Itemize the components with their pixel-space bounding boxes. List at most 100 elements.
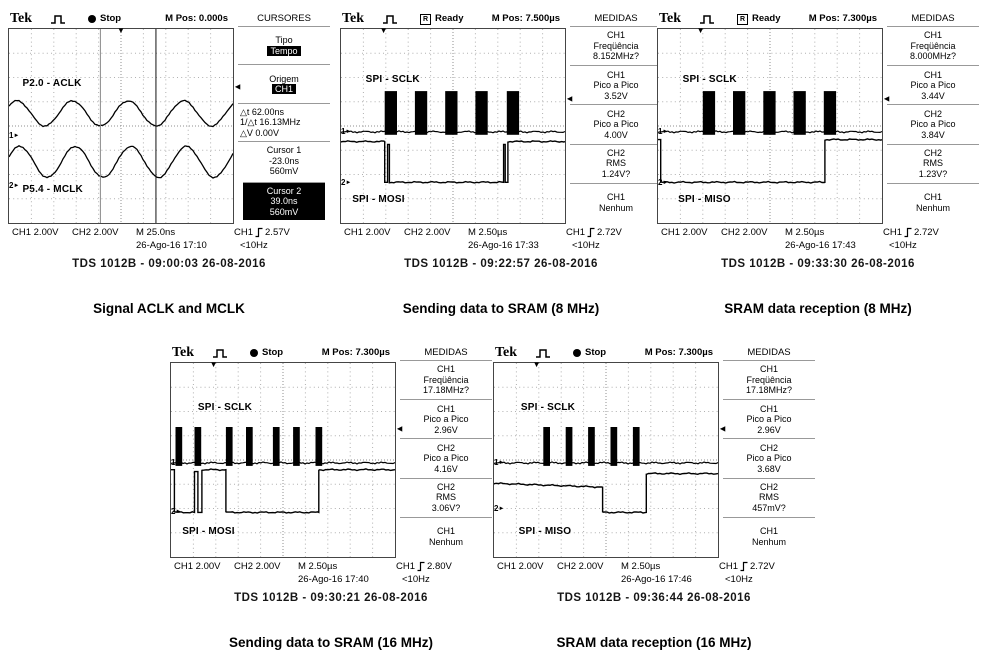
tek-logo: Tek	[10, 11, 33, 26]
ch1-scale-readout: CH1 2.00V	[661, 227, 708, 238]
arrow-right-icon: ►	[345, 180, 352, 187]
trigger-position-marker: ▼	[696, 26, 705, 35]
datetime-readout: 26-Ago-16 17:40	[298, 574, 369, 585]
trigger-source: CH1	[396, 561, 416, 572]
arrow-right-icon: ►	[345, 128, 352, 135]
ch2-scale-readout: CH2 2.00V	[557, 561, 604, 572]
menu-item: 560mV	[269, 166, 299, 177]
device-label: TDS 1012B - 09:33:30 26-08-2016	[721, 258, 915, 270]
menu-item: -23.0ns	[268, 155, 300, 166]
menu-item: 3.68V	[757, 463, 781, 474]
arrow-right-icon: ►	[13, 132, 20, 139]
rising-edge-icon	[904, 227, 912, 238]
menu-item: 8.152MHz?	[592, 51, 640, 62]
trigger-source: CH1	[566, 227, 586, 238]
menu-section: CH1 Pico a Pico 3.52V	[570, 65, 662, 104]
side-menu: MEDIDAS CH1 Freqüência 8.000MHz? CH1 Pico a …	[887, 12, 979, 222]
trace-label: SPI - SCLK	[520, 401, 576, 413]
trigger-source: CH1	[234, 227, 254, 238]
ch2-ground-marker: 2 ►	[341, 178, 352, 188]
acquisition-status-text: Stop	[262, 347, 284, 358]
horizontal-position-readout: M Pos: 7.300µs	[644, 347, 713, 358]
trigger-source: CH1	[719, 561, 739, 572]
menu-item: RMS	[759, 492, 779, 503]
menu-title: CURSORES	[257, 13, 311, 24]
menu-item: Pico a Pico	[423, 453, 469, 464]
trace-label: SPI - MISO	[518, 525, 572, 537]
trigger-readout: CH1 2.80V	[396, 561, 452, 572]
figure-caption: Signal ACLK and MCLK	[93, 301, 245, 316]
trigger-level-readout: 2.80V	[427, 561, 452, 572]
menu-item: 3.44V	[921, 90, 945, 101]
menu-item: CH2	[606, 147, 625, 158]
device-label: TDS 1012B - 09:22:57 26-08-2016	[404, 258, 598, 270]
trigger-position-marker: ▼	[532, 360, 541, 369]
trigger-position-marker: ▼	[379, 26, 388, 35]
menu-item: Freqüência	[910, 40, 956, 51]
menu-title: MEDIDAS	[594, 13, 638, 24]
menu-item: CH2	[759, 481, 778, 492]
trigger-level-marker: ◄	[565, 93, 574, 104]
trigger-pulse-icon	[51, 15, 65, 24]
trigger-frequency-readout: <10Hz	[572, 240, 600, 251]
waveform-display: SPI - SCLK SPI - MOSI 1 ► 2 ► ▼ ◄	[340, 26, 574, 224]
trigger-level-marker: ◄	[233, 81, 242, 92]
ch1-ground-marker: 1 ►	[171, 457, 182, 467]
menu-section: CH1 Freqüência 8.152MHz?	[570, 26, 662, 65]
menu-item: Cursor 1	[266, 145, 302, 156]
arrow-right-icon: ►	[498, 505, 505, 512]
stop-icon	[250, 349, 258, 357]
trigger-frequency-readout: <10Hz	[889, 240, 917, 251]
figure-caption: SRAM data reception (8 MHz)	[724, 301, 912, 316]
oscilloscope-screenshot-spi-send-16mhz: Tek Stop M Pos: 7.300µs MEDIDAS CH1 Freqü…	[170, 346, 492, 655]
acquisition-status: Stop	[250, 347, 283, 359]
trigger-pulse-icon	[700, 15, 714, 24]
menu-item: Pico a Pico	[746, 414, 792, 425]
menu-section: CH2 RMS 457mV?	[723, 477, 815, 517]
menu-section: Origem CH1	[238, 64, 330, 102]
waveform-display: P2.0 - ACLK P5.4 - MCLK 1 ► 2 ► ▼ ◄	[8, 27, 242, 224]
trace-label: SPI - SCLK	[682, 73, 737, 85]
menu-item: Nenhum	[915, 202, 951, 213]
menu-item: Pico a Pico	[746, 453, 792, 464]
menu-item: CH1	[606, 192, 625, 203]
menu-sections: Tipo Tempo Origem CH1 △t 62.00ns 1/△t 16.13MH…	[238, 26, 330, 222]
menu-sections: CH1 Freqüência 8.000MHz? CH1 Pico a Pico 3.44…	[887, 26, 979, 222]
menu-item: RMS	[436, 492, 456, 503]
side-menu: MEDIDAS CH1 Freqüência 8.152MHz? CH1 Pico a …	[570, 12, 662, 222]
menu-item: Origem	[269, 73, 299, 84]
menu-section: Cursor 1 -23.0ns 560mV	[238, 141, 330, 179]
menu-item: CH2	[923, 147, 942, 158]
acquisition-status-text: Stop	[585, 347, 607, 358]
acquisition-status: R Ready	[737, 13, 781, 25]
menu-section: CH1 Nenhum	[723, 516, 815, 556]
menu-section: Tipo Tempo	[238, 26, 330, 64]
arrow-right-icon: ►	[662, 128, 669, 135]
timebase-readout: M 2.50µs	[468, 227, 508, 238]
figure-caption: Sending data to SRAM (16 MHz)	[228, 635, 433, 650]
menu-item: 1.23V?	[918, 168, 948, 179]
menu-item: CH1	[923, 192, 942, 203]
menu-item: Nenhum	[598, 202, 634, 213]
status-bar: CH1 2.00V CH2 2.00V M 2.50µs CH1 2.72V 2…	[340, 227, 662, 254]
menu-item: Pico a Pico	[910, 80, 956, 91]
rising-edge-icon	[740, 561, 748, 572]
menu-title: MEDIDAS	[747, 347, 791, 358]
menu-item: Pico a Pico	[910, 119, 956, 130]
waveform-svg	[9, 29, 233, 223]
menu-sections: CH1 Freqüência 17.18MHz? CH1 Pico a Pico 2.96…	[400, 360, 492, 556]
trace-label: P2.0 - ACLK	[22, 77, 82, 89]
acquisition-status: R Ready	[420, 13, 464, 25]
menu-item: 8.000MHz?	[909, 51, 957, 62]
menu-item: CH1	[759, 364, 778, 375]
tek-logo: Tek	[659, 11, 682, 26]
menu-item: 17.18MHz?	[745, 385, 793, 396]
ch1-ground-marker: 1 ►	[341, 126, 352, 136]
trigger-level-marker: ◄	[882, 93, 891, 104]
menu-item: CH1	[436, 526, 455, 537]
menu-section: CH1 Nenhum	[400, 516, 492, 556]
tek-logo: Tek	[495, 345, 518, 360]
trace-label: SPI - MOSI	[182, 525, 235, 537]
trigger-level-readout: 2.72V	[914, 227, 939, 238]
waveform-svg	[171, 363, 395, 557]
